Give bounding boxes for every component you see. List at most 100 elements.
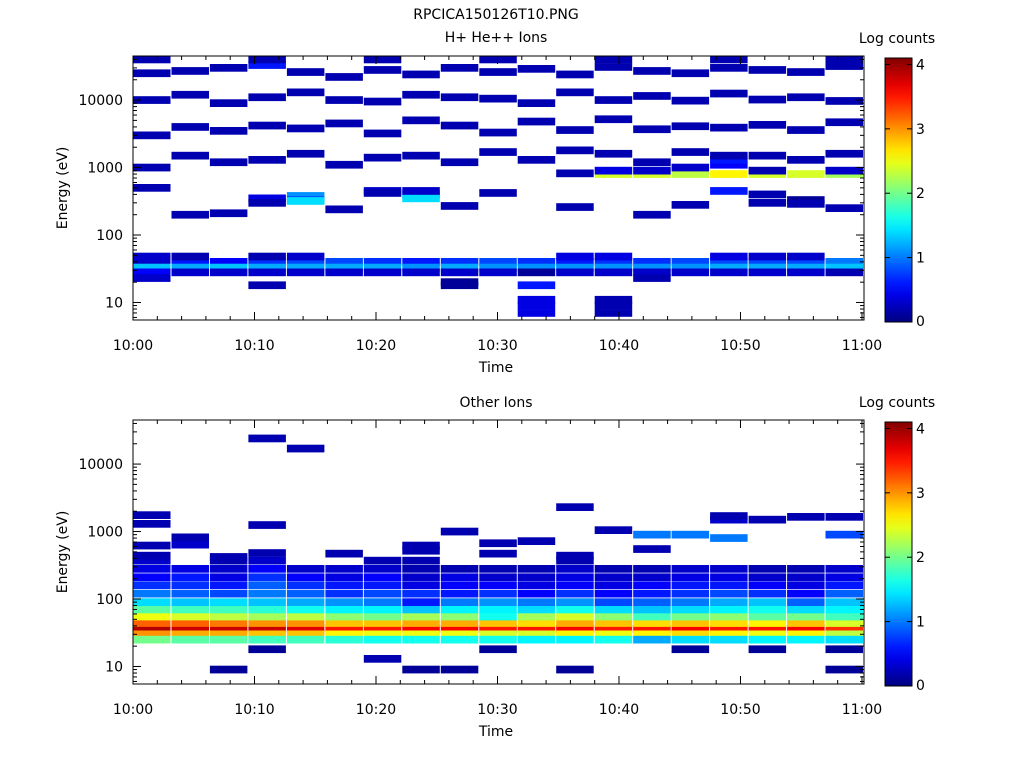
heatmap-cell (440, 581, 479, 590)
heatmap-cell (787, 630, 825, 639)
heatmap-cell (325, 119, 363, 128)
heatmap-cell (517, 156, 556, 164)
heatmap-cell (363, 268, 402, 277)
heatmap-cell (286, 612, 325, 621)
heatmap-cell (133, 511, 171, 519)
heatmap-cell (286, 88, 325, 97)
heatmap-cell (671, 530, 710, 539)
heatmap-cell (594, 258, 633, 266)
heatmap-cell (325, 268, 363, 277)
heatmap-cell (209, 581, 248, 590)
heatmap-cell (325, 565, 363, 573)
heatmap-cell (171, 123, 209, 131)
heatmap-cell (633, 635, 671, 644)
heatmap-cell (787, 605, 825, 614)
heatmap-cell (363, 153, 402, 162)
heatmap-cell (825, 589, 863, 598)
heatmap-cell (710, 268, 748, 277)
heatmap-cell (363, 258, 402, 266)
heatmap-cell (209, 612, 248, 621)
heatmap-cell (363, 129, 402, 138)
x-tick-label: 11:00 (842, 702, 882, 718)
heatmap-cell (594, 598, 633, 606)
heatmap-cell (286, 625, 325, 633)
colorbar-tick-label: 4 (916, 57, 925, 73)
heatmap-cell (517, 630, 556, 639)
heatmap-cell (710, 156, 748, 164)
heatmap-cell (748, 258, 787, 266)
heatmap-cell (363, 598, 402, 606)
heatmap-cell (325, 205, 363, 214)
heatmap-cell (710, 625, 748, 633)
colorbar-tick-label: 1 (916, 615, 925, 631)
heatmap-cell (517, 573, 556, 582)
heatmap-cell (325, 619, 363, 627)
heatmap-cell (748, 190, 787, 199)
heatmap-cell (594, 295, 633, 304)
heatmap-cell (171, 589, 209, 598)
heatmap-cell (633, 605, 671, 614)
heatmap-cell (787, 581, 825, 590)
heatmap-cell (710, 123, 748, 132)
heatmap-cell (787, 170, 825, 178)
heatmap-cell (594, 526, 633, 534)
heatmap-cell (633, 573, 671, 582)
heatmap-cell (671, 605, 710, 614)
heatmap-cell (556, 146, 594, 155)
heatmap-cell (825, 565, 863, 573)
colorbar: 0 1 2 3 4 (884, 57, 925, 330)
heatmap-cell (402, 619, 440, 627)
x-axis: 10:00 10:10 10:20 10:30 10:40 10:50 11:00 (113, 56, 882, 354)
heatmap-cell (479, 68, 517, 76)
heatmap-cell (556, 612, 594, 621)
colorbar-tick-label: 3 (916, 122, 925, 138)
heatmap-cell (133, 630, 171, 639)
heatmap-cell (825, 530, 863, 539)
x-tick-label: 10:00 (113, 338, 153, 354)
heatmap-cell (363, 605, 402, 614)
heatmap-cell (209, 605, 248, 614)
heatmap-cell (248, 625, 286, 633)
heatmap-cell (556, 203, 594, 211)
y-tick-label: 1000 (87, 161, 123, 177)
heatmap-cell (209, 258, 248, 266)
heatmap-cell (402, 268, 440, 277)
colorbar-tick-label: 3 (916, 486, 925, 502)
heatmap-cell (286, 258, 325, 266)
heatmap-cell (325, 573, 363, 582)
heatmap-cell (825, 630, 863, 639)
heatmap-cell (171, 210, 209, 219)
heatmap-cell (748, 645, 787, 654)
heatmap-cell (710, 573, 748, 582)
heatmap-cell (440, 635, 479, 644)
heatmap-cell (363, 635, 402, 644)
x-tick-label: 10:10 (234, 338, 274, 354)
heatmap-cell (286, 573, 325, 582)
heatmap-cell (402, 263, 440, 272)
heatmap-cell (556, 665, 594, 674)
heatmap-cell (209, 665, 248, 674)
heatmap-cell (209, 630, 248, 639)
heatmap-cell (787, 513, 825, 521)
heatmap-cell (556, 88, 594, 97)
x-tick-label: 10:40 (599, 702, 639, 718)
x-axis-label: Time (478, 724, 513, 740)
y-axis-label: Energy (eV) (55, 511, 71, 594)
heatmap-cell (748, 268, 787, 277)
heatmap-cell (556, 556, 594, 565)
y-tick-label: 100 (96, 228, 123, 244)
heatmap-cell (325, 598, 363, 606)
heatmap-cell (248, 589, 286, 598)
heatmap-cell (479, 598, 517, 606)
heatmap-cell (517, 589, 556, 598)
heatmap-cell (671, 201, 710, 209)
heatmap-cell (479, 258, 517, 266)
y-tick-label: 10000 (78, 93, 123, 109)
heatmap-cell (325, 625, 363, 633)
heatmap-cell (633, 630, 671, 639)
heatmap-cell (633, 258, 671, 266)
heatmap-cell (825, 598, 863, 606)
heatmap-cell (710, 635, 748, 644)
heatmap-cell (787, 598, 825, 606)
